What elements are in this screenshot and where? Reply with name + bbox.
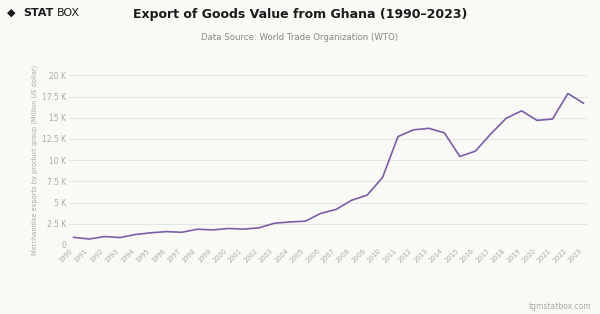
Text: BOX: BOX	[56, 8, 79, 18]
Text: Export of Goods Value from Ghana (1990–2023): Export of Goods Value from Ghana (1990–2…	[133, 8, 467, 21]
Y-axis label: Merchandise exports by product group (Million US dollar): Merchandise exports by product group (Mi…	[31, 65, 38, 255]
Text: Data Source: World Trade Organization (WTO): Data Source: World Trade Organization (W…	[202, 33, 398, 42]
Text: tgmstatbox.com: tgmstatbox.com	[529, 302, 591, 311]
Text: STAT: STAT	[23, 8, 53, 18]
Text: ◆: ◆	[7, 8, 16, 18]
